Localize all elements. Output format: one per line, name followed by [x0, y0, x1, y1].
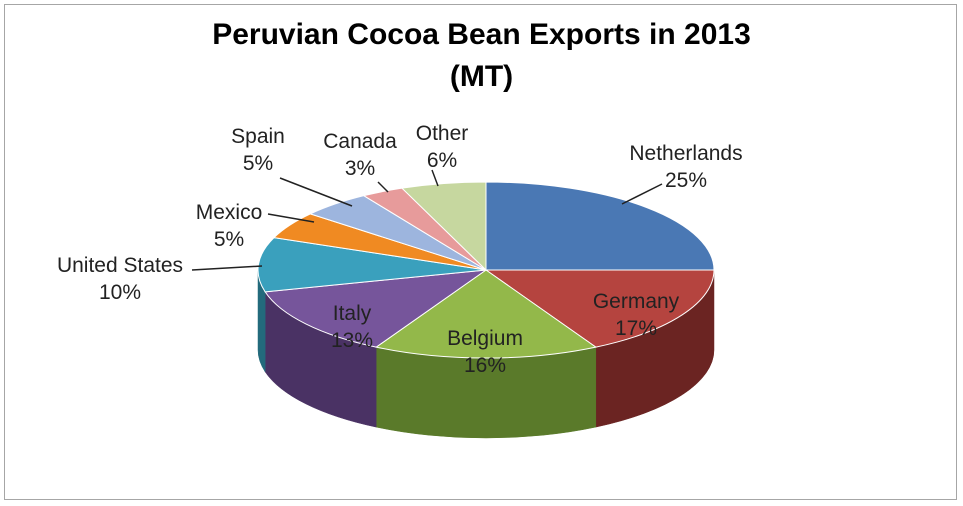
pie-labels: Netherlands 25% Germany 17% Belgium 16% Italy 1… — [57, 122, 743, 377]
slice-label-italy: Italy — [333, 302, 372, 325]
pie-slice-italy — [264, 269, 488, 348]
leader-line-netherlands — [621, 183, 663, 205]
pie-sides — [257, 269, 715, 439]
leader-line-spain — [279, 177, 353, 207]
slice-label-united-states: United States — [57, 254, 183, 277]
slice-percent-spain: 5% — [243, 152, 273, 175]
slice-label-mexico: Mexico — [196, 201, 263, 224]
slice-percent-netherlands: 25% — [665, 169, 707, 192]
pie-slice-netherlands — [485, 181, 715, 271]
pie-slice-germany — [484, 269, 715, 348]
chart-title-line-1: Peruvian Cocoa Bean Exports in 2013 — [212, 18, 751, 51]
leader-line-canada — [377, 181, 389, 193]
slice-label-germany: Germany — [593, 290, 680, 313]
slice-label-canada: Canada — [323, 130, 397, 153]
pie-slice-belgium — [374, 269, 598, 359]
slice-percent-united-states: 10% — [99, 281, 141, 304]
slice-label-other: Other — [416, 122, 469, 145]
slice-percent-other: 6% — [427, 149, 457, 172]
slice-percent-mexico: 5% — [214, 228, 244, 251]
slice-label-spain: Spain — [231, 125, 285, 148]
slice-percent-germany: 17% — [615, 317, 657, 340]
pie-leaders — [191, 169, 663, 271]
leader-line-mexico — [267, 213, 315, 223]
pie-slice-other — [401, 181, 487, 272]
slice-percent-belgium: 16% — [464, 354, 506, 377]
slice-percent-italy: 13% — [331, 329, 373, 352]
chart-title: Peruvian Cocoa Bean Exports in 2013 (MT) — [0, 14, 963, 98]
pie-slice-united-states — [257, 237, 487, 293]
chart-title-line-2: (MT) — [449, 60, 514, 93]
slice-percent-canada: 3% — [345, 157, 375, 180]
pie-tops — [257, 181, 715, 359]
leader-line-united-states — [191, 265, 263, 271]
slice-label-netherlands: Netherlands — [629, 142, 742, 165]
slice-label-belgium: Belgium — [447, 327, 523, 350]
leader-line-other — [431, 169, 439, 187]
